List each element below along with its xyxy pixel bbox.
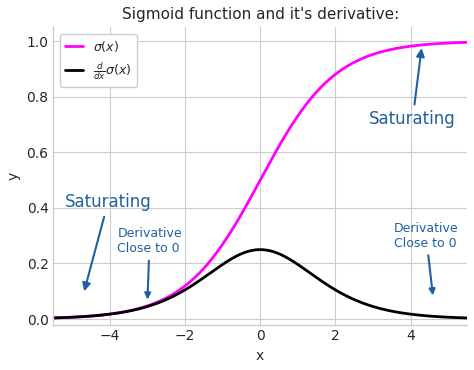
Text: Derivative
Close to 0: Derivative Close to 0 — [394, 222, 458, 293]
$\sigma(x)$ — [249, 192, 255, 197]
$\frac{d}{dx}\sigma(x)$ — [51, 316, 56, 320]
Text: Derivative
Close to 0: Derivative Close to 0 — [117, 227, 182, 297]
Text: Saturating: Saturating — [369, 50, 456, 128]
Line: $\sigma(x)$: $\sigma(x)$ — [54, 42, 467, 318]
$\frac{d}{dx}\sigma(x)$ — [455, 316, 461, 320]
$\frac{d}{dx}\sigma(x)$ — [391, 309, 396, 314]
$\sigma(x)$ — [390, 47, 395, 51]
Text: Saturating: Saturating — [64, 194, 151, 289]
$\sigma(x)$ — [464, 40, 470, 44]
$\frac{d}{dx}\sigma(x)$ — [464, 316, 470, 320]
$\sigma(x)$ — [454, 40, 460, 45]
$\frac{d}{dx}\sigma(x)$ — [249, 248, 255, 253]
$\sigma(x)$ — [247, 197, 253, 201]
$\sigma(x)$ — [274, 147, 280, 151]
$\frac{d}{dx}\sigma(x)$ — [275, 251, 281, 256]
$\frac{d}{dx}\sigma(x)$ — [298, 264, 303, 268]
$\frac{d}{dx}\sigma(x)$ — [247, 249, 253, 253]
X-axis label: x: x — [256, 349, 264, 363]
$\sigma(x)$ — [51, 316, 56, 320]
Line: $\frac{d}{dx}\sigma(x)$: $\frac{d}{dx}\sigma(x)$ — [54, 250, 467, 318]
Title: Sigmoid function and it's derivative:: Sigmoid function and it's derivative: — [122, 7, 399, 22]
Legend: $\sigma(x)$, $\frac{d}{dx}\sigma(x)$: $\sigma(x)$, $\frac{d}{dx}\sigma(x)$ — [60, 34, 137, 87]
$\sigma(x)$ — [297, 111, 302, 115]
Y-axis label: y: y — [7, 172, 21, 180]
$\frac{d}{dx}\sigma(x)$ — [258, 248, 264, 252]
